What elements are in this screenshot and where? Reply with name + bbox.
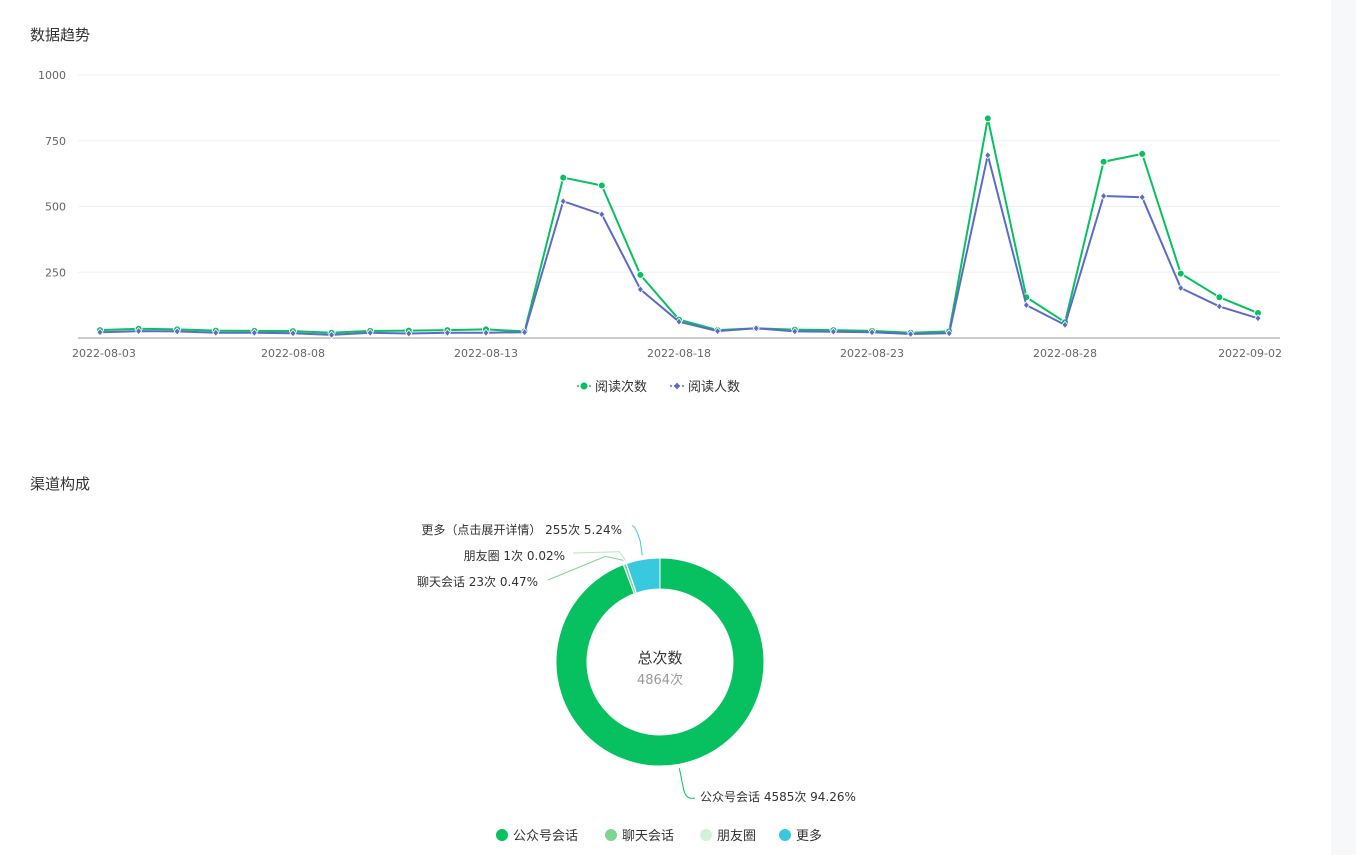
donut-center: 总次数 4864次: [637, 649, 683, 688]
legend-marker: [580, 382, 588, 390]
legend-label[interactable]: 聊天会话: [622, 829, 674, 844]
slice-label: 更多（点击展开详情） 255次 5.24%: [421, 522, 622, 537]
data-point[interactable]: [521, 328, 529, 337]
data-point[interactable]: [482, 328, 490, 337]
data-point[interactable]: [907, 329, 915, 339]
data-point[interactable]: [1022, 301, 1030, 310]
donut-slice[interactable]: [625, 557, 661, 594]
data-point[interactable]: [289, 329, 297, 338]
data-point[interactable]: [714, 327, 722, 336]
channel-section-title: 渠道构成: [30, 475, 91, 493]
data-point[interactable]: [328, 330, 336, 339]
y-tick-label: 1000: [38, 69, 66, 82]
data-point[interactable]: [598, 210, 606, 219]
data-point[interactable]: [752, 324, 760, 333]
leader-line: [678, 768, 695, 799]
legend-swatch: [496, 829, 508, 841]
donut-chart-labels: 公众号会话 4585次 94.26% 聊天会话 23次 0.47% 朋友圈 1次 0…: [417, 522, 856, 804]
x-tick-label: 2022-08-03: [72, 347, 136, 360]
data-point[interactable]: [1099, 157, 1108, 166]
data-point[interactable]: [1138, 193, 1146, 202]
donut-chart-legend[interactable]: 公众号会话 聊天会话 朋友圈 更多: [496, 828, 822, 844]
y-tick-label: 250: [45, 266, 66, 279]
data-point[interactable]: [636, 285, 644, 294]
leader-line: [632, 525, 643, 556]
data-point[interactable]: [636, 270, 645, 279]
data-point[interactable]: [1100, 191, 1108, 201]
data-point[interactable]: [1138, 149, 1147, 158]
donut-slice[interactable]: [555, 557, 765, 767]
data-point[interactable]: [829, 327, 837, 336]
legend-marker: [674, 382, 680, 390]
x-tick-label: 2022-09-02: [1218, 347, 1282, 360]
legend-swatch: [605, 829, 617, 841]
data-point[interactable]: [135, 327, 143, 336]
legend-label[interactable]: 朋友圈: [717, 828, 756, 844]
data-point[interactable]: [868, 328, 876, 337]
slice-label: 聊天会话 23次 0.47%: [417, 575, 538, 589]
data-point[interactable]: [96, 328, 104, 337]
data-point[interactable]: [675, 317, 683, 326]
data-point[interactable]: [1215, 293, 1224, 302]
line-chart-legend[interactable]: 阅读次数 阅读人数: [577, 379, 740, 395]
data-point[interactable]: [173, 327, 181, 336]
x-tick-label: 2022-08-13: [454, 347, 518, 360]
leader-line: [547, 555, 624, 581]
donut-center-title: 总次数: [637, 649, 682, 667]
line-chart-grid: [78, 74, 1280, 273]
slice-label: 公众号会话 4585次 94.26%: [700, 790, 856, 804]
data-point[interactable]: [366, 328, 374, 337]
slice-label: 朋友圈 1次 0.02%: [464, 549, 565, 563]
data-point[interactable]: [1061, 320, 1069, 329]
data-point[interactable]: [559, 173, 568, 182]
legend-swatch: [779, 829, 791, 841]
donut-chart[interactable]: [555, 557, 765, 767]
data-point[interactable]: [597, 181, 606, 190]
data-point[interactable]: [1177, 283, 1185, 293]
legend-swatch: [700, 829, 712, 841]
right-gutter-panel: [1331, 0, 1356, 855]
data-point[interactable]: [945, 329, 953, 338]
data-point[interactable]: [1176, 269, 1185, 278]
donut-center-value: 4864次: [637, 672, 683, 688]
data-point[interactable]: [791, 327, 799, 336]
data-point[interactable]: [984, 151, 992, 160]
data-point[interactable]: [1254, 314, 1262, 323]
legend-label[interactable]: 更多: [796, 828, 822, 844]
line-chart-y-axis: 1000 750 500 250: [38, 69, 66, 279]
trend-section-title: 数据趋势: [30, 26, 91, 44]
legend-label[interactable]: 公众号会话: [513, 829, 578, 844]
legend-label[interactable]: 阅读人数: [688, 380, 740, 395]
data-point[interactable]: [405, 329, 413, 338]
data-point[interactable]: [1215, 302, 1223, 311]
line-chart-x-axis: 2022-08-03 2022-08-08 2022-08-13 2022-08-18…: [72, 337, 1282, 360]
data-point[interactable]: [559, 197, 567, 206]
series-line-1: [99, 117, 1259, 334]
data-point[interactable]: [212, 328, 220, 337]
legend-label[interactable]: 阅读次数: [595, 379, 647, 395]
x-tick-label: 2022-08-28: [1033, 347, 1097, 360]
y-tick-label: 500: [45, 201, 66, 214]
x-tick-label: 2022-08-08: [261, 347, 325, 360]
leader-line: [572, 551, 626, 561]
data-point[interactable]: [983, 114, 992, 123]
y-tick-label: 750: [45, 135, 66, 148]
line-chart-series: [96, 114, 1262, 339]
x-tick-label: 2022-08-18: [647, 347, 711, 360]
data-point[interactable]: [250, 328, 258, 337]
x-tick-label: 2022-08-23: [840, 347, 904, 360]
data-point[interactable]: [443, 328, 451, 337]
